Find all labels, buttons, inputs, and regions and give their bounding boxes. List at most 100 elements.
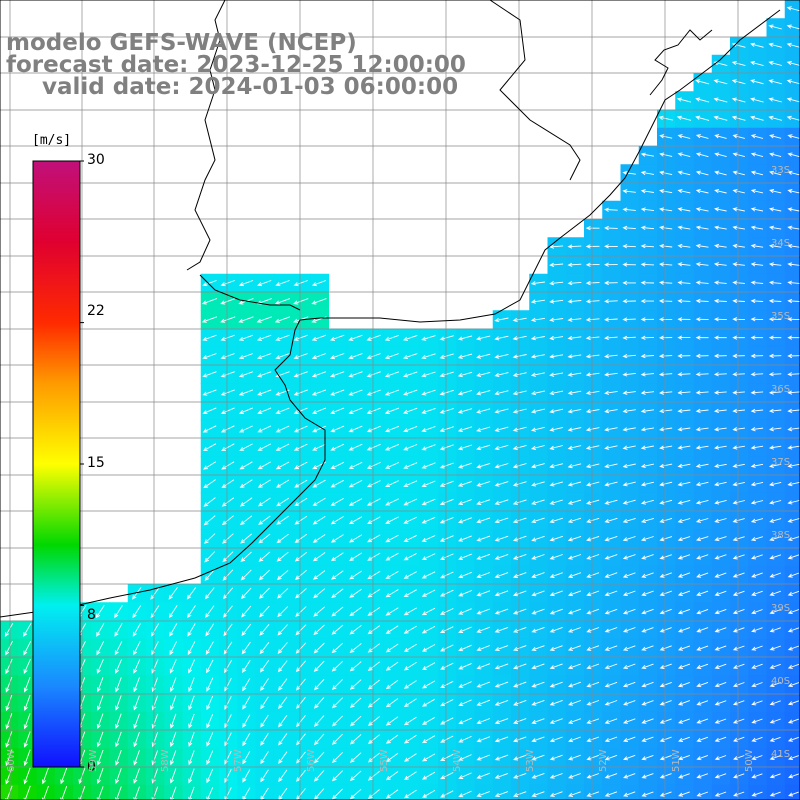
wind-arrow <box>567 663 581 670</box>
wind-arrow <box>238 280 254 287</box>
wind-arrow <box>330 498 344 506</box>
wind-arrow <box>133 659 141 674</box>
wind-arrow <box>367 661 380 672</box>
wind-arrow <box>238 371 254 378</box>
wind-arrow <box>403 334 418 341</box>
wind-arrow <box>458 735 472 743</box>
wind-arrow <box>403 771 417 780</box>
wind-arrow <box>586 517 600 524</box>
wind-arrow <box>695 188 709 194</box>
wind-arrow <box>713 317 727 322</box>
wind-arrow <box>115 713 122 729</box>
wind-arrow <box>696 791 709 797</box>
field-cell <box>365 602 384 622</box>
wind-arrow <box>384 371 400 378</box>
wind-arrow <box>349 679 362 690</box>
wind-arrow <box>439 480 454 487</box>
wind-arrow <box>659 627 672 633</box>
wind-arrow <box>567 299 582 304</box>
wind-arrow <box>768 427 782 432</box>
wind-arrow <box>202 280 217 287</box>
wind-arrow <box>204 587 215 600</box>
field-cell <box>456 784 476 800</box>
colorbar <box>32 160 81 768</box>
wind-arrow <box>640 225 655 230</box>
wind-arrow <box>549 554 563 560</box>
wind-arrow <box>659 207 673 212</box>
wind-arrow <box>549 626 563 633</box>
wind-arrow <box>476 517 491 524</box>
wind-arrow <box>494 608 509 615</box>
wind-arrow <box>751 791 763 797</box>
wind-arrow <box>494 699 509 706</box>
wind-arrow <box>457 480 472 487</box>
wind-arrow <box>769 134 782 139</box>
wind-arrow <box>769 481 782 487</box>
wind-arrow <box>677 372 691 377</box>
wind-arrow <box>439 553 454 560</box>
wind-arrow <box>768 335 782 340</box>
wind-arrow <box>366 461 381 469</box>
wind-arrow <box>659 700 672 706</box>
wind-arrow <box>549 335 564 341</box>
wind-arrow <box>604 354 618 359</box>
wind-arrow <box>604 773 618 779</box>
wind-arrow <box>568 700 581 706</box>
wind-arrow <box>367 552 381 561</box>
wind-arrow <box>314 733 325 746</box>
wind-arrow <box>751 663 763 669</box>
wind-arrow <box>640 207 655 212</box>
wind-arrow <box>585 390 600 395</box>
wind-arrow <box>696 645 709 651</box>
wind-arrow <box>567 390 582 396</box>
wind-arrow <box>458 699 472 706</box>
wind-arrow <box>696 663 709 669</box>
wind-arrow <box>170 695 177 711</box>
wind-arrow <box>403 571 418 579</box>
wind-arrow <box>658 115 673 121</box>
lat-label: 34S <box>771 238 791 249</box>
wind-arrow <box>385 643 399 653</box>
wind-arrow <box>641 590 654 597</box>
wind-arrow <box>714 736 727 742</box>
wind-arrow <box>494 718 509 724</box>
wind-arrow <box>750 390 764 395</box>
wind-arrow <box>768 79 782 85</box>
wind-arrow <box>385 661 399 671</box>
field-cell <box>292 511 311 530</box>
field-cell <box>255 638 275 658</box>
wind-arrow <box>5 658 13 675</box>
wind-arrow <box>151 731 159 748</box>
wind-arrow <box>567 281 582 286</box>
wind-arrow <box>421 389 436 396</box>
wind-arrow <box>403 734 417 744</box>
wind-arrow <box>257 353 272 360</box>
wind-arrow <box>349 715 362 727</box>
wind-arrow <box>622 681 636 688</box>
wind-arrow <box>549 262 564 268</box>
coastline-path <box>0 9 781 618</box>
wind-arrow <box>276 569 289 581</box>
wind-arrow <box>403 516 418 524</box>
wind-arrow <box>622 608 636 615</box>
wind-arrow <box>241 641 251 655</box>
wind-arrow <box>240 587 252 600</box>
wind-arrow <box>476 663 491 670</box>
wind-arrow <box>201 316 218 323</box>
lon-label: 53W <box>525 749 536 772</box>
wind-arrow <box>787 627 800 633</box>
wind-arrow <box>293 389 308 396</box>
wind-arrow <box>677 152 691 158</box>
wind-arrow <box>458 626 472 633</box>
wind-arrow <box>787 134 800 139</box>
wind-arrow <box>768 353 782 359</box>
wind-arrow <box>751 736 763 742</box>
wind-arrow <box>293 298 309 305</box>
wind-arrow <box>750 536 763 542</box>
wind-arrow <box>549 463 564 469</box>
field-cell <box>784 73 800 92</box>
field-cell <box>784 219 800 238</box>
wind-arrow <box>457 462 472 469</box>
wind-arrow <box>604 445 618 450</box>
wind-arrow <box>330 425 345 433</box>
